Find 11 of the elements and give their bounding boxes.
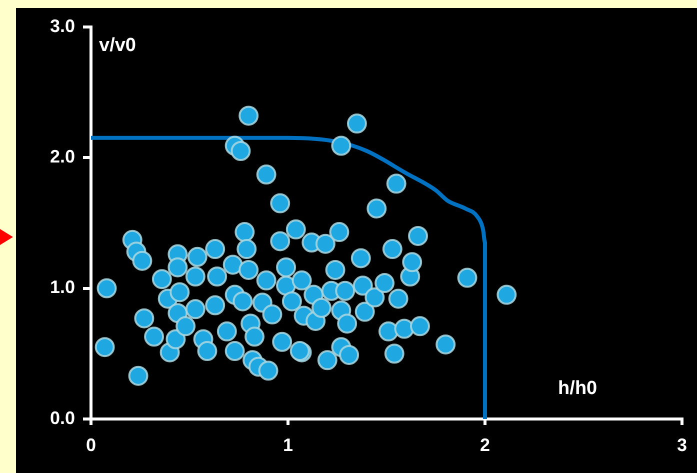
y-tick-label: 0.0 xyxy=(50,408,75,428)
x-tick-label: 3 xyxy=(676,434,687,455)
y-axis-title: v/v0 xyxy=(99,35,136,56)
x-axis-title: h/h0 xyxy=(558,378,598,400)
y-tick-label: 3.0 xyxy=(50,16,75,36)
x-tick-label: 2 xyxy=(480,434,490,455)
x-tick-label: 1 xyxy=(282,434,294,455)
line-series xyxy=(91,136,487,419)
y-tick-label: 1.0 xyxy=(50,277,75,298)
x-tick-label: 0 xyxy=(86,434,96,455)
y-tick-label: 2.0 xyxy=(50,146,75,166)
